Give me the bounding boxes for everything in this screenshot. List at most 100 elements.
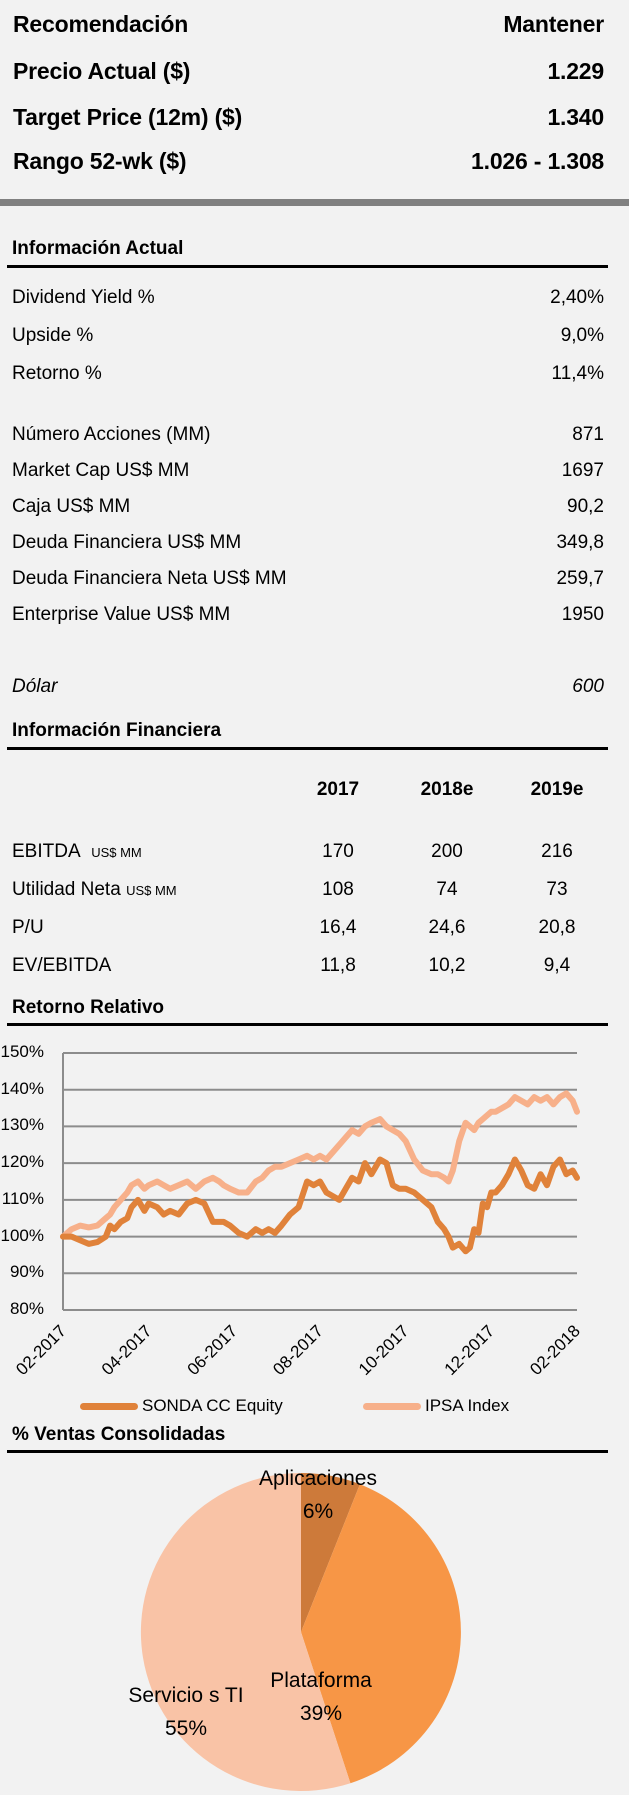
legend-swatch xyxy=(363,1402,421,1410)
dolar-label: Dólar xyxy=(12,676,58,697)
y-tick-label: 120% xyxy=(0,1152,44,1172)
y-tick-label: 80% xyxy=(9,1299,44,1318)
info-row: Market Cap US$ MM 1697 xyxy=(12,458,604,484)
financial-header-row: 2017 2018e 2019e xyxy=(12,779,629,805)
financial-value: 200 xyxy=(431,841,463,862)
section-rule xyxy=(7,1450,608,1453)
summary-value: 1.340 xyxy=(547,103,604,130)
financial-label: Utilidad Neta US$ MM xyxy=(12,879,177,901)
x-tick-label: 04-2017 xyxy=(98,1321,156,1379)
pie-slice-servicio-s-ti xyxy=(140,1473,351,1791)
financial-label: EV/EBITDA xyxy=(12,955,112,976)
info-value: 871 xyxy=(572,424,604,445)
legend-label: SONDA CC Equity xyxy=(142,1396,283,1415)
section-title-informacion-actual: Información Actual xyxy=(12,238,184,259)
x-tick-label: 06-2017 xyxy=(184,1321,242,1379)
financial-label-text: Utilidad Neta xyxy=(12,879,121,900)
info-row: Enterprise Value US$ MM 1950 xyxy=(12,602,604,628)
financial-value: 216 xyxy=(541,841,573,862)
y-tick-label: 150% xyxy=(0,1042,44,1061)
info-value: 90,2 xyxy=(567,496,604,517)
info-value: 259,7 xyxy=(556,568,604,589)
financial-value: 74 xyxy=(436,879,458,900)
financial-value: 9,4 xyxy=(543,955,571,976)
pie-percent-label: 6% xyxy=(303,1500,333,1523)
financial-value: 16,4 xyxy=(319,917,357,938)
info-row: Caja US$ MM 90,2 xyxy=(12,494,604,520)
section-title-informacion-financiera: Información Financiera xyxy=(12,720,222,741)
info-row: Upside % 9,0% xyxy=(12,323,604,349)
info-value: 349,8 xyxy=(556,532,604,553)
y-tick-label: 130% xyxy=(0,1115,44,1135)
info-label: Número Acciones (MM) xyxy=(12,424,211,445)
series-lines xyxy=(60,1090,580,1255)
financial-row-utilidad-neta: Utilidad Neta US$ MM 108 74 73 xyxy=(12,879,629,905)
pie-percent-label: 55% xyxy=(165,1717,207,1740)
x-tick-label: 02-2017 xyxy=(12,1321,70,1379)
info-row: Número Acciones (MM) 871 xyxy=(12,422,604,448)
summary-row-rango-52wk: Rango 52-wk ($) 1.026 - 1.308 xyxy=(13,143,604,179)
x-tick-label: 10-2017 xyxy=(355,1321,413,1379)
financial-row-ev-ebitda: EV/EBITDA 11,8 10,2 9,4 xyxy=(12,955,629,981)
summary-label: Precio Actual ($) xyxy=(13,57,191,84)
financial-value: 10,2 xyxy=(428,955,466,976)
section-rule xyxy=(7,265,608,268)
info-label: Deuda Financiera US$ MM xyxy=(12,532,242,553)
info-label: Upside % xyxy=(12,325,94,346)
legend-swatch xyxy=(80,1402,138,1410)
x-tick-label: 12-2017 xyxy=(441,1321,499,1379)
financial-unit: US$ MM xyxy=(91,845,142,860)
financial-value: 108 xyxy=(322,879,354,900)
summary-value: Mantener xyxy=(503,10,604,37)
financial-label: EBITDA US$ MM xyxy=(12,841,142,863)
pie-label: Aplicaciones xyxy=(259,1467,377,1490)
info-value: 1950 xyxy=(561,604,604,625)
financial-row-pu: P/U 16,4 24,6 20,8 xyxy=(12,917,629,943)
section-divider xyxy=(0,199,629,206)
pie-percent-label: 39% xyxy=(300,1702,342,1725)
series-line-ipsa xyxy=(60,1090,580,1240)
x-tick-label: 02-2018 xyxy=(526,1321,584,1379)
info-row-dolar: Dólar 600 xyxy=(12,674,604,700)
financial-value: 11,8 xyxy=(320,955,356,976)
financial-value: 73 xyxy=(546,879,568,900)
pie-chart: Aplicaciones 6% Plataforma 39% Servicio s TI… xyxy=(128,1467,461,1791)
info-row: Deuda Financiera US$ MM 349,8 xyxy=(12,530,604,556)
series-line-sonda xyxy=(60,1156,580,1255)
y-tick-label: 100% xyxy=(0,1225,44,1245)
summary-row-recomendacion: Recomendación Mantener xyxy=(13,6,604,42)
financial-label-text: EBITDA xyxy=(12,841,81,862)
info-row: Retorno % 11,4% xyxy=(12,361,604,387)
pie-labels: Aplicaciones 6% Plataforma 39% Servicio s TI… xyxy=(128,1467,377,1740)
summary-value: 1.229 xyxy=(547,57,604,84)
summary-value: 1.026 - 1.308 xyxy=(471,147,604,174)
summary-row-target-price: Target Price (12m) ($) 1.340 xyxy=(13,99,604,135)
financial-unit: US$ MM xyxy=(126,883,177,898)
pie-label: Plataforma xyxy=(270,1669,372,1692)
x-tick-label: 08-2017 xyxy=(269,1321,327,1379)
y-tick-label: 140% xyxy=(0,1078,44,1098)
summary-row-precio-actual: Precio Actual ($) 1.229 xyxy=(13,53,604,89)
section-title-retorno-relativo: Retorno Relativo xyxy=(12,997,165,1018)
summary-label: Rango 52-wk ($) xyxy=(13,147,187,174)
info-row: Deuda Financiera Neta US$ MM 259,7 xyxy=(12,566,604,592)
summary-label: Target Price (12m) ($) xyxy=(13,103,243,130)
column-header-2019e: 2019e xyxy=(530,779,584,800)
x-axis-ticks: 02-2017 04-2017 06-2017 08-2017 10-2017 12-20… xyxy=(12,1321,584,1379)
info-label: Retorno % xyxy=(12,363,102,384)
section-rule xyxy=(7,747,608,750)
pie-slice-aplicaciones xyxy=(301,1473,360,1632)
line-chart: 02-2017 04-2017 06-2017 08-2017 10-2017 12-20… xyxy=(12,1052,584,1379)
pie-label: Servicio s TI xyxy=(128,1684,243,1707)
info-value: 1697 xyxy=(561,460,604,481)
info-row: Dividend Yield % 2,40% xyxy=(12,285,604,311)
info-label: Dividend Yield % xyxy=(12,287,155,308)
pie-slice-plataforma xyxy=(301,1484,461,1784)
info-label: Market Cap US$ MM xyxy=(12,460,190,481)
info-label: Deuda Financiera Neta US$ MM xyxy=(12,568,287,589)
legend-item-ipsa: IPSA Index xyxy=(363,1396,509,1416)
y-tick-label: 90% xyxy=(9,1262,44,1282)
column-header-2018e: 2018e xyxy=(420,779,474,800)
column-header-2017: 2017 xyxy=(316,779,360,800)
dolar-value: 600 xyxy=(572,676,604,697)
